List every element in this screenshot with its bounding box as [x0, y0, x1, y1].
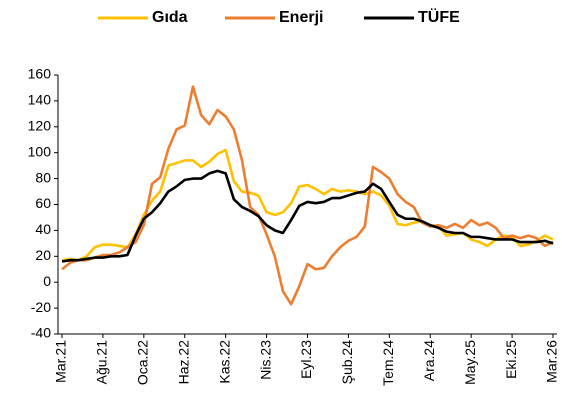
x-tick-label: Tem.24 — [380, 340, 396, 386]
y-tick-label: 160 — [28, 66, 52, 82]
x-tick-label: Mar.26 — [544, 340, 560, 383]
y-tick-label: 80 — [35, 169, 51, 185]
x-tick-label: Eki.25 — [503, 340, 519, 379]
x-tick-label: Haz.22 — [175, 340, 191, 385]
legend-label: TÜFE — [418, 7, 460, 26]
y-tick-label: 40 — [35, 221, 51, 237]
x-tick-label: Oca.22 — [135, 340, 151, 385]
x-tick-label: May.25 — [462, 340, 478, 385]
x-tick-label: Şub.24 — [339, 340, 355, 385]
x-tick-label: Ara.24 — [421, 340, 437, 381]
legend-label: Enerji — [279, 9, 323, 26]
y-tick-label: 100 — [28, 143, 52, 159]
y-tick-label: 20 — [35, 247, 51, 263]
y-tick-label: 120 — [28, 118, 52, 134]
y-tick-label: -40 — [31, 325, 51, 341]
x-tick-label: Eyl.23 — [298, 340, 314, 379]
x-tick-label: Ağu.21 — [94, 340, 110, 385]
series-line — [61, 148, 554, 262]
series-line — [61, 169, 554, 263]
legend-label: Gıda — [152, 9, 188, 26]
series-line — [61, 85, 554, 306]
y-tick-label: -20 — [31, 299, 51, 315]
y-tick-label: 140 — [28, 92, 52, 108]
x-tick-label: Nis.23 — [257, 340, 273, 380]
x-tick-label: Kas.22 — [216, 340, 232, 384]
y-tick-label: 60 — [35, 195, 51, 211]
y-tick-label: 0 — [43, 273, 51, 289]
x-tick-label: Mar.21 — [53, 340, 69, 383]
